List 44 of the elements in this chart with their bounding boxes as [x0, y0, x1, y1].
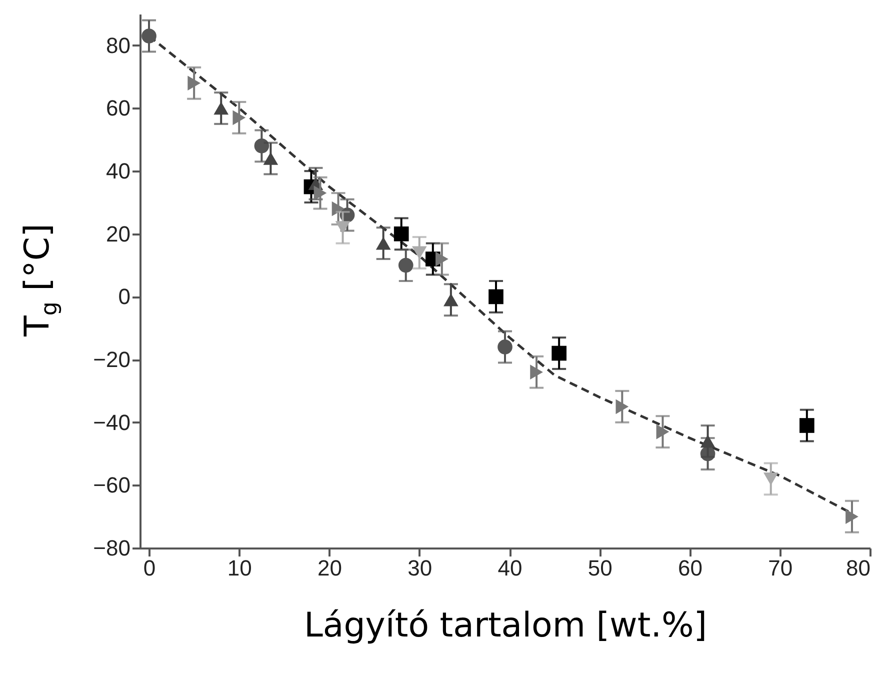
point: [394, 226, 409, 242]
point: [398, 258, 414, 273]
y-tick-label: 20: [106, 221, 130, 246]
point: [700, 434, 716, 448]
point: [214, 102, 229, 115]
point: [188, 76, 200, 91]
point: [142, 28, 156, 44]
point: [254, 138, 270, 154]
x-tick-label: 0: [143, 556, 156, 580]
y-tick-label: −80: [93, 536, 130, 560]
y-tick-label: −20: [93, 347, 130, 372]
point: [498, 340, 512, 354]
point: [263, 152, 278, 165]
point: [656, 424, 670, 440]
point: [335, 221, 350, 234]
point: [616, 399, 629, 414]
x-tick-label: 70: [768, 556, 793, 580]
x-tick-label: 10: [227, 556, 252, 580]
point: [332, 201, 345, 216]
point: [763, 472, 778, 486]
y-tick-label: −40: [93, 410, 130, 435]
y-tick-label: −60: [93, 472, 130, 498]
x-tick-label: 50: [588, 556, 612, 580]
y-tick-label: 0: [118, 284, 130, 310]
point: [530, 364, 543, 380]
point: [376, 236, 391, 250]
y-tick-label: 60: [106, 96, 130, 121]
y-tick-label: 80: [106, 32, 130, 58]
x-tick-label: 40: [498, 556, 522, 580]
point: [488, 289, 504, 304]
x-tick-label: 80: [846, 556, 870, 580]
x-axis-title: Lágyító tartalom [wt.%]: [304, 606, 708, 646]
x-tick-label: 60: [678, 556, 702, 580]
point: [846, 509, 858, 524]
point: [412, 246, 427, 260]
point: [800, 418, 814, 433]
point: [314, 186, 327, 200]
y-tick-label: 40: [106, 158, 130, 184]
x-tick-label: 20: [318, 556, 342, 580]
point: [444, 293, 458, 306]
point: [232, 110, 246, 126]
x-tick-label: 30: [408, 556, 432, 580]
point: [552, 346, 566, 361]
point: [435, 252, 448, 266]
